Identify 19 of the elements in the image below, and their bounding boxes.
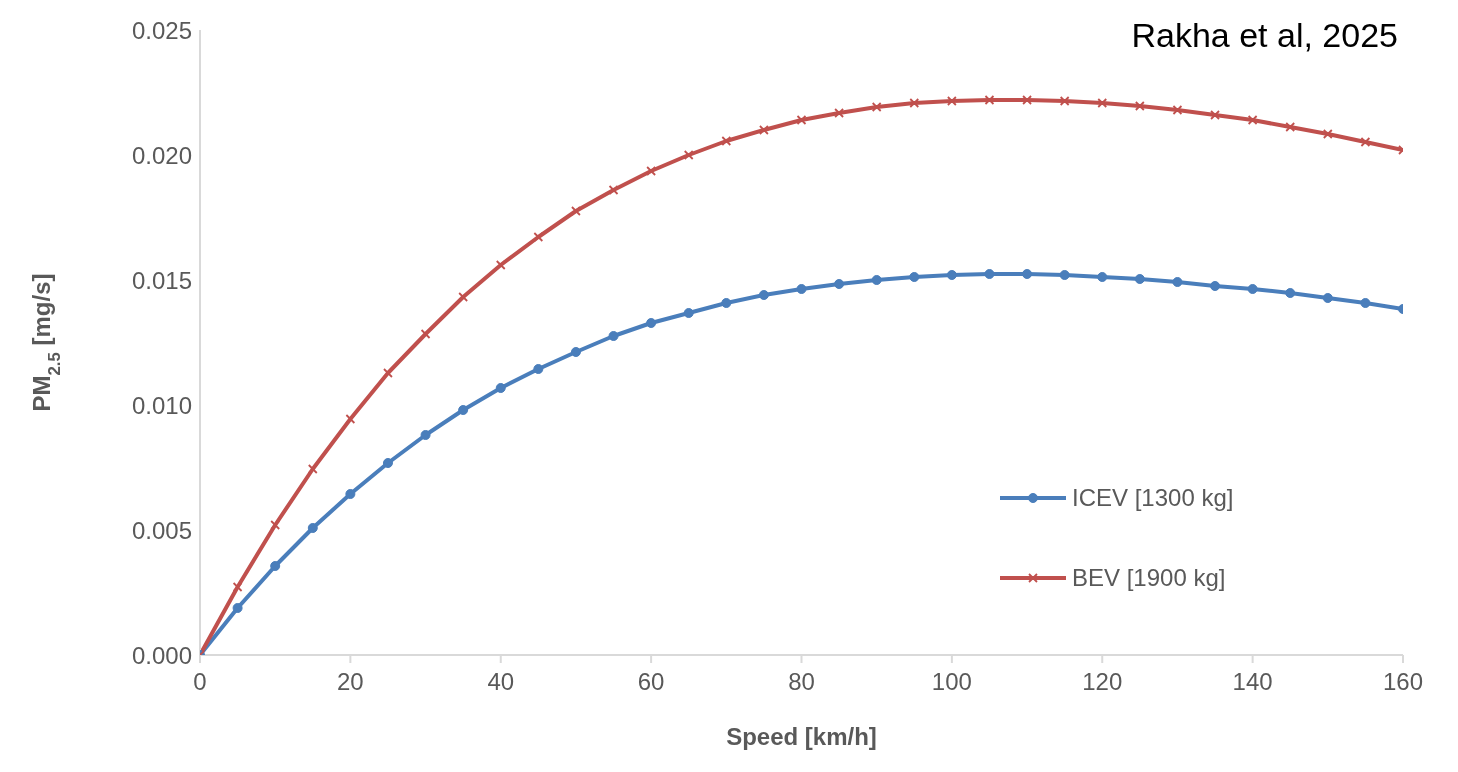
y-tick-label: 0.020 [131,141,192,169]
x-tick-label: 60 [637,668,665,696]
y-tick-label: 0.000 [131,641,192,669]
y-tick-label: 0.005 [131,516,192,544]
legend-label: BEV [1900 kg] [1072,564,1226,592]
x-tick-label: 100 [931,668,972,696]
x-tick-label: 40 [487,668,515,696]
x-tick-label: 120 [1082,668,1123,696]
x-tick-label: 80 [788,668,815,696]
y-tick-label: 0.015 [131,266,192,294]
x-tick-label: 140 [1232,668,1273,696]
annotation: Rakha et al, 2025 [1131,16,1398,55]
x-tick-label: 160 [1382,668,1424,696]
x-tick-label: 0 [193,668,207,696]
y-tick-label: 0.025 [131,16,192,44]
legend-label: ICEV [1300 kg] [1072,484,1234,512]
x-axis-title: Speed [km/h] [726,723,877,750]
y-tick-label: 0.010 [131,391,192,419]
x-tick-label: 20 [337,668,364,696]
